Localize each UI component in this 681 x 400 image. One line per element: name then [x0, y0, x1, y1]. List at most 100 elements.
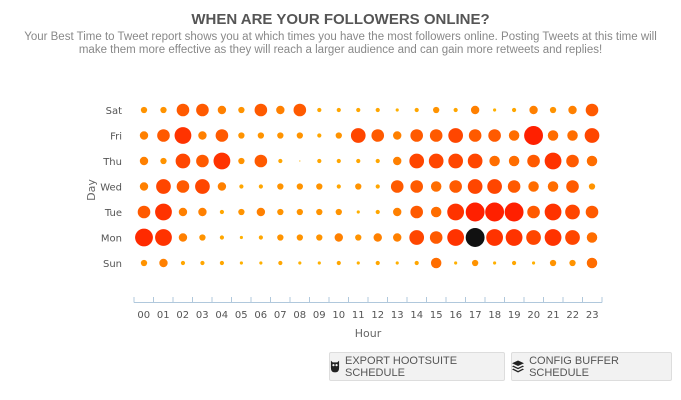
owl-icon	[330, 360, 340, 373]
bubble-sun-18	[493, 261, 497, 265]
bubble-mon-07	[277, 234, 284, 241]
bubble-mon-11	[355, 234, 362, 241]
bubble-thu-08	[299, 160, 301, 162]
bubble-fri-18	[488, 129, 501, 142]
bubble-mon-23	[586, 232, 598, 243]
bubble-thu-21	[544, 152, 562, 170]
bubble-fri-00	[139, 131, 149, 140]
x-tick-label: 05	[235, 310, 248, 321]
bubble-sat-12	[375, 107, 380, 113]
x-tick-label: 00	[137, 310, 150, 321]
bubble-tue-04	[219, 209, 225, 215]
bubble-wed-09	[316, 183, 323, 190]
bubble-fri-01	[157, 129, 170, 142]
bubble-wed-12	[375, 184, 380, 189]
bubble-sat-03	[196, 103, 209, 117]
bubble-mon-17	[465, 228, 485, 247]
bubble-sun-20	[531, 261, 536, 265]
bubble-wed-14	[410, 180, 423, 193]
bubble-mon-03	[199, 234, 206, 241]
bubble-fri-10	[335, 132, 342, 139]
bubble-sun-06	[259, 261, 263, 265]
bubble-sat-00	[140, 106, 148, 114]
bubble-fri-23	[584, 128, 600, 143]
bubble-wed-20	[528, 181, 539, 192]
x-tick-label: 21	[547, 310, 560, 321]
bubble-mon-05	[239, 235, 243, 240]
bubble-tue-05	[238, 208, 245, 216]
bubble-wed-00	[139, 182, 149, 191]
bubble-thu-14	[409, 153, 425, 169]
bubble-fri-04	[215, 129, 229, 142]
bubble-sat-06	[254, 103, 268, 117]
bubble-tue-07	[277, 208, 284, 216]
bubble-sat-13	[395, 108, 399, 112]
bubble-thu-13	[393, 156, 402, 166]
bubble-thu-20	[527, 154, 540, 168]
bubble-mon-22	[565, 230, 580, 245]
bubble-sat-18	[493, 108, 497, 112]
x-tick-label: 18	[488, 310, 501, 321]
bubble-sat-22	[568, 105, 577, 115]
bubble-mon-10	[334, 233, 343, 242]
bubble-mon-20	[526, 230, 541, 245]
bubble-sun-19	[511, 260, 517, 266]
bubble-tue-10	[335, 208, 342, 216]
bubble-sat-04	[217, 105, 227, 115]
bubble-wed-19	[507, 180, 521, 193]
bubble-fri-07	[277, 132, 284, 139]
bubble-tue-17	[465, 202, 485, 222]
bubble-sat-15	[433, 106, 440, 114]
bubble-sun-03	[200, 260, 205, 266]
bubble-sun-13	[395, 261, 399, 265]
bubble-tue-22	[565, 204, 580, 220]
bubble-fri-16	[448, 128, 464, 143]
x-tick-label: 08	[293, 310, 306, 321]
x-tick-label: 01	[157, 310, 170, 321]
bubble-tue-19	[504, 202, 524, 222]
bubble-sun-16	[454, 261, 458, 265]
bubble-mon-12	[373, 233, 382, 242]
bubble-thu-03	[196, 154, 209, 168]
bubble-mon-06	[258, 235, 263, 240]
bubble-tue-20	[527, 205, 540, 219]
y-axis-title: Day	[85, 179, 98, 201]
bubble-mon-18	[486, 229, 504, 246]
bubble-sat-16	[453, 107, 458, 113]
y-tick-label: Thu	[102, 157, 122, 168]
bubble-sun-07	[278, 260, 283, 266]
x-tick-label: 19	[508, 310, 521, 321]
bubble-thu-04	[213, 152, 231, 170]
bubble-thu-16	[448, 153, 464, 169]
x-tick-label: 15	[430, 310, 443, 321]
bubble-sat-11	[356, 107, 361, 113]
bubble-sun-04	[219, 260, 225, 266]
y-tick-label: Wed	[100, 183, 122, 194]
export-hootsuite-button[interactable]: EXPORT HOOTSUITE SCHEDULE	[329, 352, 505, 381]
bubble-thu-05	[238, 157, 245, 165]
bubble-thu-18	[489, 155, 500, 167]
bubble-wed-10	[336, 184, 341, 189]
bubble-fri-13	[393, 131, 402, 140]
bubble-sun-23	[586, 257, 598, 269]
bubble-fri-21	[547, 130, 559, 141]
bubble-fri-11	[350, 128, 366, 143]
bubble-fri-20	[524, 126, 544, 145]
x-tick-label: 12	[371, 310, 384, 321]
bubble-thu-10	[336, 158, 341, 164]
bubble-sun-05	[239, 261, 243, 265]
bubble-sat-05	[238, 106, 245, 114]
bubble-wed-03	[195, 179, 210, 194]
bubble-wed-23	[588, 183, 596, 190]
bubble-tue-15	[430, 206, 442, 218]
bubble-mon-02	[178, 233, 188, 242]
config-buffer-button[interactable]: CONFIG BUFFER SCHEDULE	[511, 352, 672, 381]
bubble-tue-03	[198, 207, 207, 217]
bubble-thu-22	[566, 154, 579, 168]
config-buffer-label: CONFIG BUFFER SCHEDULE	[529, 354, 619, 379]
bubble-fri-09	[317, 133, 322, 138]
bubble-tue-21	[544, 203, 562, 221]
x-tick-label: 09	[313, 310, 326, 321]
bubble-mon-21	[544, 229, 562, 246]
bubble-wed-02	[176, 180, 190, 193]
